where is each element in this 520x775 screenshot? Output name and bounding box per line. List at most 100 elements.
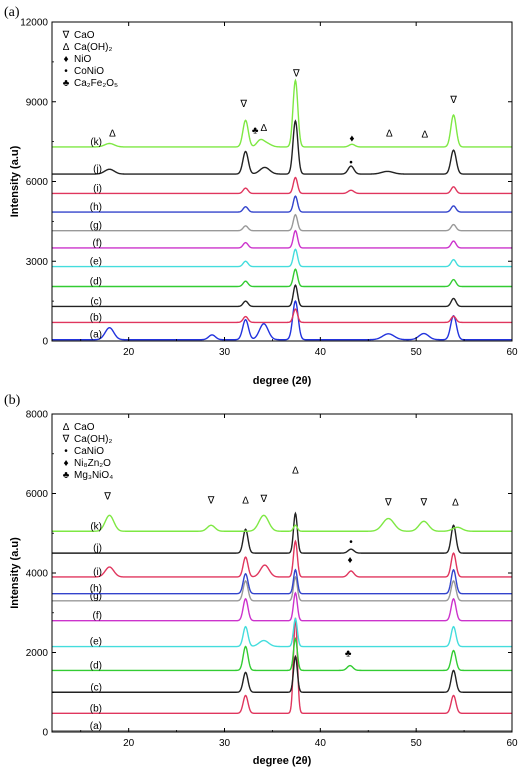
panel-label: (a) [4, 5, 20, 20]
x-tick-label: 30 [219, 738, 231, 749]
series-line [52, 636, 512, 672]
y-tick-label: 6000 [26, 489, 49, 500]
curve-label: (j) [93, 543, 102, 554]
legend-label: Ni₈Zn₂O [74, 458, 111, 469]
y-tick-label: 2000 [26, 648, 49, 659]
series-line [52, 176, 512, 195]
series-line [52, 284, 512, 308]
peak-marker: ∆ [386, 128, 393, 139]
legend-symbol: ∆ [63, 42, 70, 53]
peak-marker: ∆ [422, 130, 429, 141]
peak-marker: ∆ [292, 466, 299, 477]
peak-marker: ♣ [345, 648, 352, 659]
series-line [52, 229, 512, 249]
y-tick-label: 0 [42, 337, 48, 348]
legend-symbol: ∇ [62, 30, 70, 41]
y-tick-label: 9000 [26, 97, 49, 108]
curve-label: (b) [90, 312, 102, 323]
x-tick-label: 40 [315, 347, 327, 358]
x-tick-label: 50 [411, 347, 423, 358]
x-tick-label: 30 [219, 347, 231, 358]
series-line [52, 617, 512, 715]
legend-symbol: • [64, 66, 68, 77]
peak-marker: ∆ [243, 495, 250, 506]
peak-marker: ∇ [103, 491, 111, 502]
curve-label: (f) [93, 611, 102, 622]
x-tick-label: 20 [123, 347, 135, 358]
curve-label: (k) [90, 521, 102, 532]
y-axis-label: Intensity (a.u) [9, 537, 21, 609]
curve-label: (k) [90, 137, 102, 148]
curve-label: (c) [90, 296, 102, 307]
legend-label: CaO [74, 422, 95, 433]
peak-marker: ∇ [449, 95, 457, 106]
peak-marker: ♣ [252, 126, 259, 137]
series-line [52, 78, 512, 148]
curve-label: (a) [90, 721, 102, 732]
series-line [52, 591, 512, 622]
y-tick-label: 3000 [26, 257, 49, 268]
legend-symbol: ♦ [63, 54, 68, 65]
peak-marker: ∆ [452, 497, 459, 508]
series-line [52, 514, 512, 532]
series-line [52, 617, 512, 648]
y-tick-label: 6000 [26, 177, 49, 188]
curve-label: (g) [90, 591, 102, 602]
series-line [52, 248, 512, 268]
y-tick-label: 0 [42, 728, 48, 739]
peak-marker: ∇ [384, 497, 392, 508]
curve-label: (e) [90, 637, 102, 648]
series-line [52, 268, 512, 288]
y-tick-label: 8000 [26, 410, 49, 421]
curve-label: (f) [93, 238, 102, 249]
peak-marker: ∆ [109, 128, 116, 139]
series-line [52, 539, 512, 578]
x-tick-label: 40 [315, 738, 327, 749]
legend-symbol: • [64, 446, 68, 457]
series-line [52, 575, 512, 602]
peak-marker: • [349, 158, 353, 169]
legend-label: Ca₂Fe₂O₅ [74, 78, 118, 89]
y-tick-label: 4000 [26, 569, 49, 580]
peak-marker: ♦ [347, 555, 352, 566]
plot-frame [51, 21, 513, 342]
peak-marker: ∆ [261, 123, 268, 134]
peak-marker: ∇ [292, 68, 300, 79]
peak-marker: ∇ [239, 99, 247, 110]
series-line [52, 568, 512, 595]
legend-label: CaO [74, 30, 95, 41]
series-line [52, 511, 512, 554]
legend-label: CoNiO [74, 66, 104, 77]
legend-label: Ca(OH)₂ [74, 42, 112, 53]
panel-label: (b) [4, 393, 21, 408]
legend-label: Mg₃NiO₄ [74, 470, 113, 481]
curve-label: (d) [90, 277, 102, 288]
chart-panel-2: (b) (a) (b) (c) (d) (e) (f) (g)(h) (i) (j) (k) 20 30… [4, 393, 518, 767]
peak-marker: ∇ [207, 495, 215, 506]
x-tick-label: 50 [411, 738, 423, 749]
legend-label: NiO [74, 54, 91, 65]
curve-label: (h) [90, 584, 102, 595]
peak-marker: • [349, 537, 353, 548]
curve-label: (b) [90, 703, 102, 714]
legend-label: Ca(OH)₂ [74, 434, 112, 445]
curve-label: (i) [93, 183, 102, 194]
curve-label: (j) [93, 164, 102, 175]
x-axis-label: degree (2θ) [253, 755, 312, 767]
x-tick-label: 20 [123, 738, 135, 749]
curve-label: (e) [90, 257, 102, 268]
legend-symbol: ∆ [63, 422, 70, 433]
peak-marker: ∇ [259, 494, 267, 505]
legend-symbol: ♣ [63, 470, 70, 481]
curve-label: (a) [90, 330, 102, 341]
series-line [52, 119, 512, 175]
x-tick-label: 60 [506, 347, 518, 358]
y-axis-label: Intensity (a.u) [9, 145, 21, 217]
curve-label: (d) [90, 660, 102, 671]
curve-label: (c) [90, 682, 102, 693]
x-axis-label: degree (2θ) [253, 375, 312, 387]
peak-marker: ♦ [349, 134, 354, 145]
curve-label: (g) [90, 221, 102, 232]
